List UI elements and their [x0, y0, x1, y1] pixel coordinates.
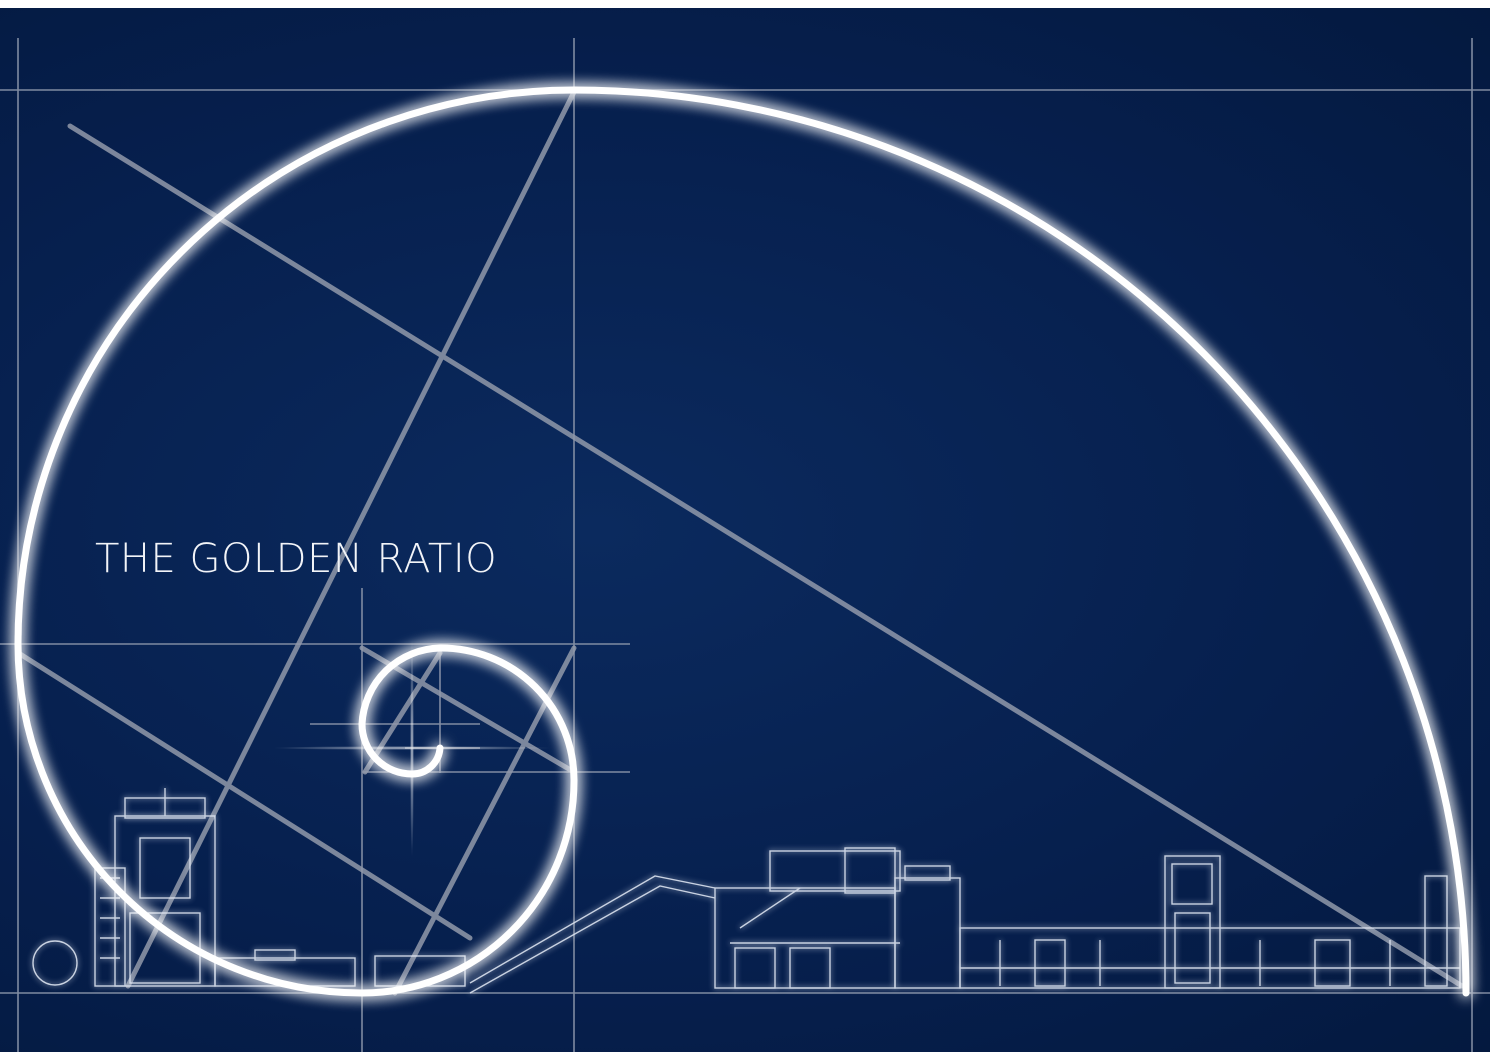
poster-canvas: THE GOLDEN RATIO — [0, 8, 1490, 1052]
golden-ratio-artwork — [0, 38, 1490, 1052]
diagonal-strokes — [17, 89, 1465, 996]
golden-spiral — [14, 86, 1470, 997]
flare — [272, 638, 552, 858]
poster-title: THE GOLDEN RATIO — [95, 536, 498, 582]
machinery-line-drawing — [32, 788, 1461, 994]
construction-grid — [0, 38, 1490, 1052]
